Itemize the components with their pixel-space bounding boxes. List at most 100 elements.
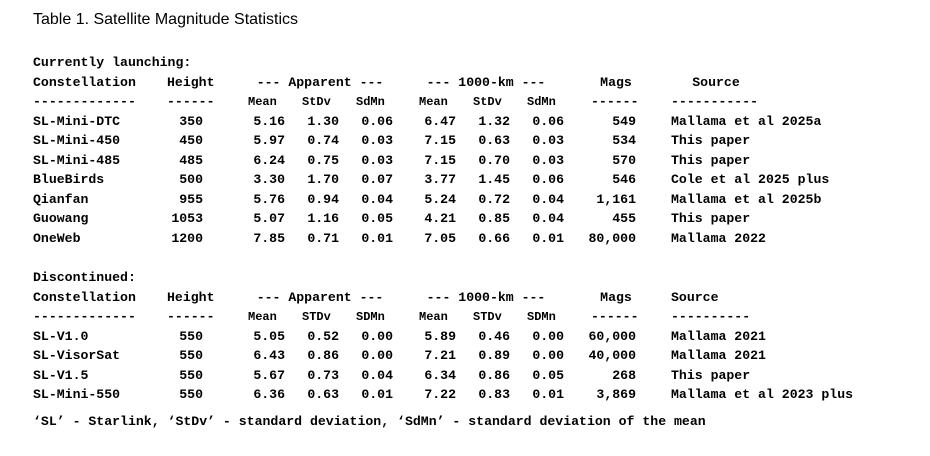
cell-1000km-stdv: 1.32 — [478, 113, 510, 129]
cell-apparent-sdmn: 0.01 — [361, 387, 393, 402]
header-1000km: --- 1000-km --- — [426, 289, 546, 305]
cell-source: Mallama et al 2025a — [671, 113, 822, 129]
cell-constellation: SL-Mini-450 — [33, 133, 121, 148]
cell-1000km-mean: 5.24 — [424, 191, 456, 207]
cell-mags: 80,000 — [588, 230, 636, 246]
cell-apparent-sdmn: 0.04 — [361, 367, 393, 383]
cell-apparent-mean: 5.16 — [253, 113, 285, 129]
cell-apparent-sdmn: 0.07 — [361, 172, 393, 187]
cell-apparent-sdmn: 0.01 — [361, 230, 393, 246]
dashes-constellation: ------------- — [33, 309, 136, 324]
cell-source: This paper — [671, 211, 751, 226]
cell-mags: 546 — [612, 172, 636, 187]
cell-1000km-sdmn: 0.06 — [532, 113, 564, 129]
cell-height: 500 — [179, 172, 203, 187]
cell-1000km-mean: 7.15 — [424, 152, 456, 168]
cell-constellation: SL-V1.5 — [33, 367, 89, 383]
cell-1000km-stdv: 0.72 — [478, 191, 510, 207]
cell-constellation: BlueBirds — [33, 172, 105, 187]
cell-source: Mallama et al 2025b — [671, 191, 822, 207]
cell-1000km-mean: 6.34 — [424, 367, 456, 383]
header-constellation: Constellation — [33, 289, 136, 305]
cell-constellation: Qianfan — [33, 191, 89, 207]
cell-source: Cole et al 2025 plus — [671, 172, 830, 187]
cell-apparent-mean: 3.30 — [253, 172, 285, 187]
cell-mags: 1,161 — [596, 191, 636, 207]
dashes-height: ------ — [167, 94, 215, 109]
cell-1000km-sdmn: 0.03 — [532, 152, 564, 168]
subheader-sdmn2: SDMn — [527, 310, 556, 324]
footnote: ‘SL’ - Starlink, ‘StDv’ - standard devia… — [33, 414, 706, 429]
cell-apparent-mean: 5.05 — [253, 328, 285, 344]
section-heading: Currently launching: — [33, 55, 192, 70]
cell-constellation: SL-Mini-DTC — [33, 113, 121, 129]
subheader-mean: Mean — [248, 95, 277, 109]
cell-1000km-stdv: 0.89 — [478, 348, 510, 363]
cell-apparent-stdv: 1.70 — [307, 172, 339, 187]
cell-1000km-mean: 7.05 — [424, 230, 456, 246]
cell-apparent-stdv: 0.74 — [307, 133, 339, 148]
dashes-height: ------ — [167, 309, 215, 324]
cell-source: Mallama 2022 — [671, 230, 766, 246]
cell-1000km-mean: 3.77 — [424, 172, 456, 187]
cell-apparent-stdv: 0.52 — [307, 328, 339, 344]
cell-source: Mallama 2021 — [671, 328, 766, 344]
cell-apparent-mean: 5.97 — [253, 133, 285, 148]
dashes-mags: ------ — [591, 94, 639, 109]
cell-constellation: SL-VisorSat — [33, 348, 121, 363]
cell-apparent-sdmn: 0.00 — [361, 328, 393, 344]
table-title: Table 1. Satellite Magnitude Statistics — [33, 11, 299, 28]
cell-apparent-sdmn: 0.03 — [361, 152, 393, 168]
cell-height: 550 — [179, 328, 203, 344]
dashes-source: ----------- — [671, 94, 759, 109]
cell-apparent-stdv: 0.73 — [307, 367, 339, 383]
dashes-mags: ------ — [591, 309, 639, 324]
cell-height: 450 — [179, 133, 203, 148]
cell-constellation: SL-V1.0 — [33, 328, 89, 344]
cell-1000km-sdmn: 0.01 — [532, 387, 564, 402]
cell-mags: 3,869 — [596, 387, 636, 402]
cell-apparent-sdmn: 0.05 — [361, 211, 393, 226]
cell-apparent-sdmn: 0.04 — [361, 191, 393, 207]
cell-1000km-sdmn: 0.03 — [532, 133, 564, 148]
cell-1000km-stdv: 0.63 — [478, 133, 510, 148]
header-height: Height — [167, 289, 215, 305]
header-apparent: --- Apparent --- — [256, 289, 384, 305]
cell-height: 550 — [179, 387, 203, 402]
cell-apparent-mean: 6.43 — [253, 348, 285, 363]
cell-constellation: OneWeb — [33, 230, 81, 246]
cell-1000km-sdmn: 0.05 — [532, 367, 564, 383]
header-mags: Mags — [600, 74, 632, 90]
cell-1000km-stdv: 0.86 — [478, 367, 510, 383]
cell-1000km-stdv: 0.85 — [478, 211, 510, 226]
cell-1000km-mean: 5.89 — [424, 328, 456, 344]
cell-mags: 534 — [612, 133, 636, 148]
cell-apparent-mean: 5.07 — [253, 211, 285, 226]
cell-constellation: SL-Mini-485 — [33, 152, 121, 168]
dashes-source: ---------- — [671, 309, 751, 324]
subheader-stdv2: StDv — [473, 95, 502, 109]
subheader-sdmn: SDMn — [356, 310, 385, 324]
cell-1000km-stdv: 0.46 — [478, 328, 510, 344]
cell-1000km-mean: 6.47 — [424, 113, 456, 129]
header-mags: Mags — [600, 289, 632, 305]
header-height: Height — [167, 74, 215, 90]
cell-mags: 40,000 — [588, 348, 636, 363]
cell-apparent-stdv: 1.30 — [307, 113, 339, 129]
cell-1000km-stdv: 0.70 — [478, 152, 510, 168]
cell-apparent-sdmn: 0.03 — [361, 133, 393, 148]
cell-apparent-sdmn: 0.00 — [361, 348, 393, 363]
subheader-stdv: STDv — [302, 310, 331, 324]
cell-source: This paper — [671, 152, 751, 168]
cell-apparent-stdv: 0.94 — [307, 191, 339, 207]
cell-1000km-sdmn: 0.00 — [532, 348, 564, 363]
cell-apparent-mean: 5.67 — [253, 367, 285, 383]
dashes-constellation: ------------- — [33, 94, 136, 109]
cell-apparent-stdv: 0.63 — [307, 387, 339, 402]
cell-apparent-mean: 6.24 — [253, 152, 285, 168]
cell-constellation: SL-Mini-550 — [33, 387, 121, 402]
cell-height: 485 — [179, 152, 203, 168]
subheader-mean: Mean — [248, 310, 277, 324]
cell-mags: 455 — [612, 211, 636, 226]
cell-1000km-sdmn: 0.04 — [532, 211, 564, 226]
